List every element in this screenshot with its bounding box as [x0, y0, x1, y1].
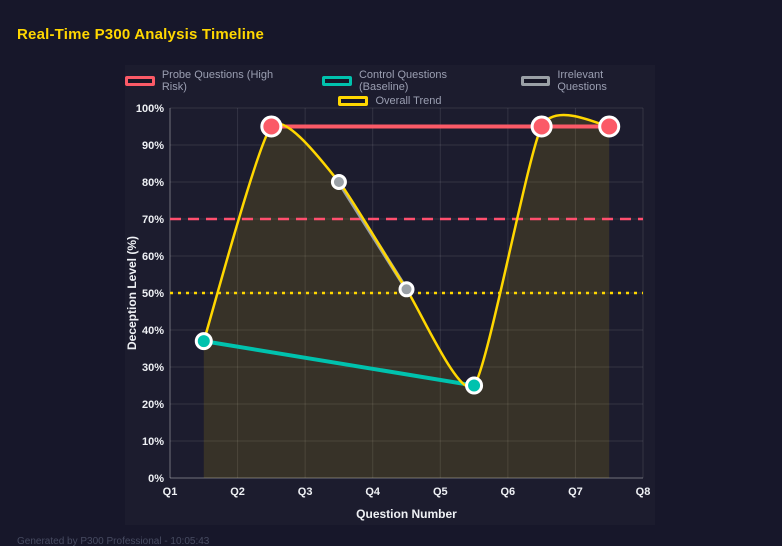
y-tick-label: 0%: [148, 473, 164, 485]
legend-item[interactable]: Overall Trend: [338, 95, 442, 107]
x-tick-label: Q6: [501, 486, 516, 498]
y-tick-label: 20%: [142, 399, 164, 411]
legend-label: Irrelevant Questions: [557, 69, 607, 93]
x-tick-label: Q7: [568, 486, 583, 498]
data-point[interactable]: [398, 281, 415, 298]
y-tick-label: 60%: [142, 251, 164, 263]
y-tick-label: 50%: [142, 288, 164, 300]
legend-swatch: [125, 76, 155, 86]
y-axis-title: Deception Level (%): [125, 236, 139, 350]
x-tick-label: Q5: [433, 486, 448, 498]
data-point[interactable]: [260, 115, 283, 138]
chart-legend: Probe Questions (High Risk) Control Quest…: [125, 69, 655, 107]
chart-canvas: 0% 10% 20% 30% 40% 50% 60% 70% 80% 90% 100% Q1 Q2 Q3 Q…: [125, 103, 651, 521]
x-tick-label: Q3: [298, 486, 313, 498]
data-point[interactable]: [465, 376, 484, 395]
legend-item[interactable]: Probe Questions (High Risk): [125, 69, 300, 93]
y-tick-label: 30%: [142, 362, 164, 374]
legend-row: Probe Questions (High Risk) Control Quest…: [125, 69, 655, 93]
y-tick-label: 80%: [142, 177, 164, 189]
series-line: [201, 339, 477, 388]
legend-swatch: [322, 76, 352, 86]
legend-swatch: [520, 76, 551, 86]
y-tick-label: 100%: [136, 103, 164, 115]
page-title: Real-Time P300 Analysis Timeline: [17, 26, 265, 43]
legend-label: Control Questions (Baseline): [358, 69, 447, 93]
legend-label: Overall Trend: [375, 95, 442, 107]
footer-note: Generated by P300 Professional - 10:05:4…: [17, 536, 210, 546]
legend-row: Overall Trend: [338, 95, 442, 107]
data-point[interactable]: [194, 332, 213, 351]
x-tick-label: Q1: [163, 486, 178, 498]
x-tick-label: Q4: [365, 486, 381, 498]
legend-swatch: [338, 96, 369, 106]
data-point[interactable]: [598, 115, 621, 138]
x-axis-title: Question Number: [356, 507, 457, 521]
y-tick-label: 40%: [142, 325, 164, 337]
legend-label: Probe Questions (High Risk): [161, 69, 274, 93]
y-tick-label: 70%: [142, 214, 164, 226]
legend-item[interactable]: Irrelevant Questions: [520, 69, 655, 93]
y-tick-label: 90%: [142, 140, 164, 152]
chart-panel: Probe Questions (High Risk) Control Quest…: [125, 65, 655, 525]
y-tick-label: 10%: [142, 436, 164, 448]
data-point[interactable]: [530, 115, 553, 138]
legend-item[interactable]: Control Questions (Baseline): [322, 69, 498, 93]
data-point[interactable]: [330, 174, 347, 190]
x-tick-label: Q8: [636, 486, 651, 498]
x-tick-label: Q2: [230, 486, 245, 498]
